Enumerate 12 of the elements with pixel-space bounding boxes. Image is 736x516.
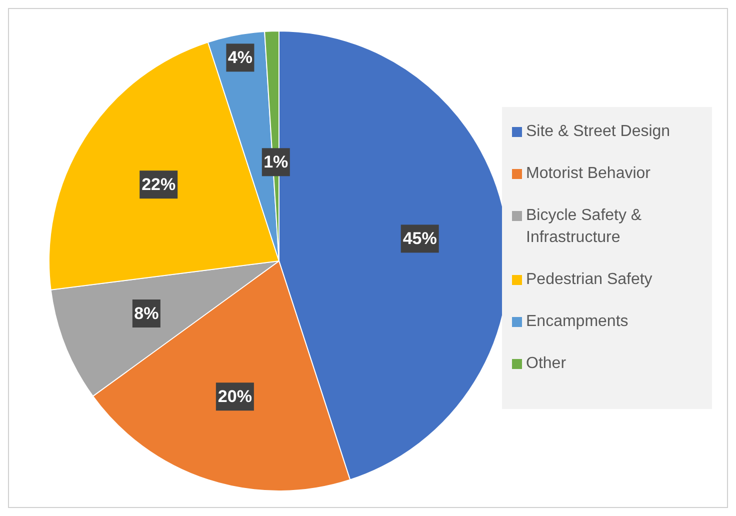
- data-label: 22%: [142, 175, 176, 194]
- legend-label: Encampments: [526, 312, 630, 332]
- legend-label: Other: [526, 354, 568, 374]
- data-label: 8%: [134, 304, 159, 323]
- data-label: 45%: [402, 229, 437, 248]
- data-label: 20%: [218, 387, 252, 406]
- legend-label: Bicycle Safety & Infrastructure: [526, 206, 643, 248]
- data-label: 1%: [264, 152, 288, 172]
- legend-label: Pedestrian Safety: [526, 270, 654, 290]
- legend-label: Site & Street Design: [526, 122, 672, 142]
- legend-label: Motorist Behavior: [526, 164, 652, 184]
- data-label: 4%: [228, 48, 252, 68]
